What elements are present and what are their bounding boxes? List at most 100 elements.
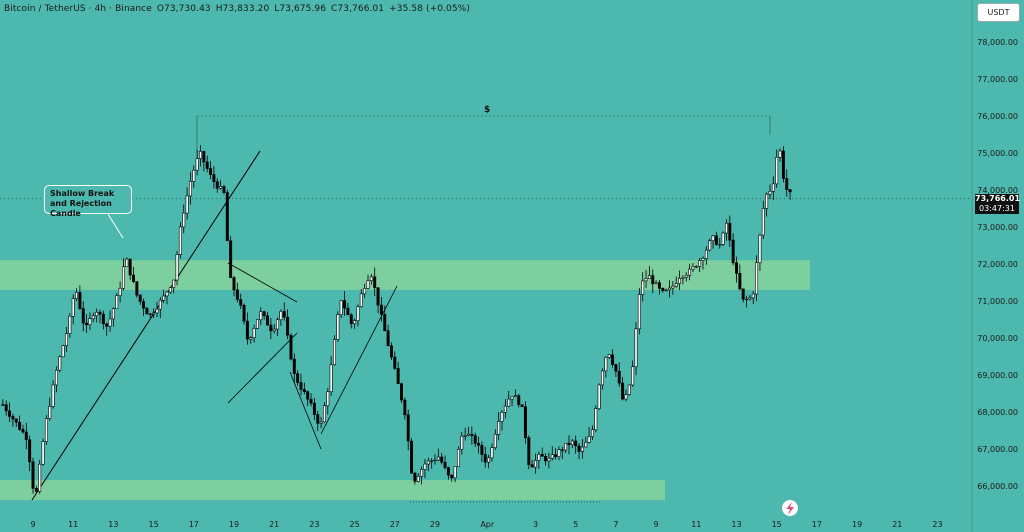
candle (386, 324, 390, 347)
candle (420, 466, 424, 485)
candle-body (413, 472, 417, 482)
candle (98, 309, 102, 324)
candle (339, 300, 343, 319)
candle (735, 256, 738, 283)
candle (728, 215, 732, 247)
candle (684, 272, 688, 282)
candle-body (286, 316, 290, 336)
callout-annotation: Shallow Break and Rejection Candle (44, 185, 132, 218)
candle-body (276, 319, 280, 330)
candle-body (95, 311, 99, 317)
candle-body (38, 463, 42, 492)
candle-body (741, 288, 745, 300)
price-tick-label: 76,000.00 (977, 112, 1018, 121)
candle-body (343, 300, 347, 309)
time-axis[interactable]: 9 11 13 15 17 19 21 23 25 27 29 Apr 3 5 7 9 11 13 15 17 19 21… (30, 520, 942, 529)
candle-body (463, 435, 467, 437)
candle-body (138, 294, 142, 302)
candle (192, 165, 196, 189)
lightning-icon[interactable] (782, 500, 798, 516)
candle-body (671, 285, 675, 289)
candle-body (91, 315, 95, 320)
candle-body (557, 449, 561, 457)
candle (597, 383, 601, 411)
candle-body (614, 364, 618, 372)
candle-body (704, 249, 708, 259)
currency-button[interactable]: USDT (977, 3, 1020, 22)
candle-body (416, 476, 420, 482)
candle (537, 451, 541, 469)
candle-body (748, 297, 752, 300)
candle (567, 435, 571, 455)
time-tick-label: 7 (613, 520, 618, 529)
candle-body (433, 459, 437, 462)
candle-body (339, 300, 343, 315)
candle (209, 160, 213, 180)
price-tick-label: 75,000.00 (977, 149, 1018, 158)
candle (128, 258, 132, 281)
candle (232, 275, 236, 297)
candle-body (698, 260, 702, 267)
candle (470, 426, 474, 445)
candle (11, 413, 15, 427)
candle-body (121, 266, 125, 289)
candle-body (477, 442, 481, 446)
candle-body (530, 464, 534, 468)
candle (155, 301, 159, 318)
price-tick-label: 73,000.00 (977, 223, 1018, 232)
candle (21, 424, 25, 434)
candle (48, 397, 52, 421)
target-label: $ (484, 105, 490, 115)
candle-body (111, 308, 115, 320)
time-tick-label: 23 (932, 520, 942, 529)
candle-body (366, 280, 370, 289)
candle-body (302, 389, 306, 392)
candle-body (225, 192, 229, 242)
candle (627, 384, 631, 396)
candle-body (728, 222, 732, 241)
candle-body (631, 366, 635, 386)
symbol-label[interactable]: Bitcoin / TetherUS · 4h · Binance (4, 4, 152, 14)
time-tick-label: 19 (852, 520, 862, 529)
chart-header: Bitcoin / TetherUS · 4h · Binance O73,73… (4, 4, 472, 14)
candle (132, 266, 135, 284)
candle-body (209, 168, 213, 175)
candle-body (540, 454, 544, 457)
candle (366, 274, 370, 290)
candle-body (517, 395, 521, 405)
candle-body (480, 444, 484, 455)
candle-body (282, 311, 286, 318)
candle-body (601, 370, 604, 386)
candle (711, 234, 715, 249)
candle-body (487, 457, 491, 463)
time-tick-label: 15 (772, 520, 782, 529)
candle-body (527, 437, 531, 465)
candle-body (564, 442, 568, 451)
candle (577, 443, 581, 460)
price-axis[interactable]: 66,000.00 67,000.00 68,000.00 69,000.00 70,0… (971, 0, 1018, 532)
candle-body (590, 429, 594, 437)
time-tick-label: 13 (731, 520, 741, 529)
candle (497, 412, 501, 441)
candle (34, 485, 38, 494)
candle-body (262, 311, 266, 317)
candle-body (544, 456, 548, 462)
time-tick-label: 9 (654, 520, 659, 529)
candle (296, 370, 300, 386)
candle-body (718, 244, 722, 246)
candle-body (721, 232, 725, 245)
candle (38, 459, 42, 494)
candle (661, 287, 665, 293)
candle (520, 404, 524, 408)
candle-body (580, 446, 584, 452)
candle-body (678, 278, 682, 284)
candle-body (41, 441, 45, 465)
candle (242, 303, 246, 325)
candle (111, 307, 115, 327)
time-tick-label: 27 (390, 520, 400, 529)
candle-body (195, 158, 199, 171)
candle-body (78, 292, 82, 309)
candle-body (483, 454, 487, 463)
candle-body (755, 262, 759, 295)
